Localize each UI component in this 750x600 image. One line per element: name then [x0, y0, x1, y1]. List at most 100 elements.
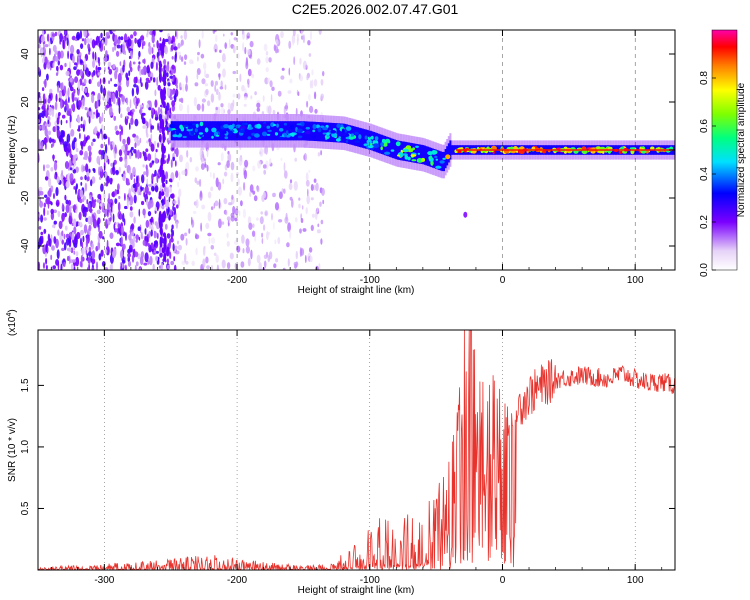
noise-speck — [91, 176, 96, 184]
noise-speck — [65, 233, 70, 239]
noise-speck — [102, 87, 107, 97]
signal-blob — [289, 124, 295, 130]
noise-speck — [274, 202, 280, 211]
signal-band — [247, 121, 250, 141]
noise-speck — [73, 89, 76, 94]
noise-speck — [256, 217, 259, 221]
noise-speck — [156, 205, 159, 212]
signal-band — [266, 121, 269, 141]
noise-speck — [133, 30, 137, 37]
noise-speck — [130, 231, 135, 237]
noise-speck — [69, 75, 73, 79]
noise-speck — [81, 247, 85, 256]
noise-speck — [139, 104, 144, 108]
noise-speck — [51, 245, 55, 251]
noise-speck — [308, 53, 312, 57]
noise-speck — [171, 100, 176, 107]
noise-speck — [117, 202, 121, 212]
signal-blob — [411, 159, 417, 162]
noise-speck — [185, 238, 188, 246]
noise-speck — [44, 194, 48, 198]
signal-band — [304, 121, 307, 141]
noise-speck — [48, 177, 52, 188]
noise-speck — [274, 239, 277, 245]
noise-speck — [152, 77, 156, 83]
noise-speck — [169, 96, 173, 101]
noise-speck — [60, 83, 63, 90]
signal-band — [408, 142, 410, 162]
noise-speck — [318, 263, 321, 270]
noise-speck — [168, 178, 173, 183]
noise-speck — [170, 159, 173, 168]
noise-speck — [195, 166, 199, 172]
signal-blob — [267, 129, 272, 132]
noise-speck — [212, 172, 215, 180]
noise-speck — [104, 267, 109, 270]
signal-band — [341, 123, 344, 143]
isolated-blob — [463, 211, 468, 218]
signal-blob — [350, 133, 355, 137]
noise-speck — [245, 238, 250, 247]
signal-band — [274, 121, 277, 141]
noise-speck — [197, 51, 200, 56]
signal-blob — [407, 156, 411, 161]
noise-speck — [129, 66, 133, 73]
noise-speck — [164, 45, 169, 55]
noise-speck — [144, 228, 147, 235]
noise-speck — [147, 153, 152, 161]
noise-speck — [98, 60, 101, 67]
noise-speck — [112, 166, 115, 173]
noise-speck — [49, 88, 53, 94]
signal-blob — [341, 128, 345, 133]
noise-speck — [80, 141, 84, 151]
noise-speck — [43, 44, 45, 54]
noise-speck — [148, 45, 153, 55]
noise-speck — [98, 99, 101, 107]
noise-speck — [259, 216, 264, 225]
noise-speck — [46, 59, 50, 70]
noise-speck — [240, 261, 245, 268]
noise-speck — [145, 167, 149, 178]
noise-speck — [215, 88, 219, 96]
noise-speck — [161, 169, 165, 179]
noise-speck — [114, 144, 117, 154]
noise-speck — [159, 63, 163, 68]
noise-speck — [215, 80, 218, 86]
noise-speck — [53, 220, 57, 225]
noise-speck — [152, 263, 155, 270]
signal-blob — [211, 135, 214, 139]
signal-blob — [270, 122, 275, 128]
noise-speck — [185, 260, 189, 265]
noise-speck — [57, 85, 60, 94]
noise-speck — [311, 69, 314, 76]
noise-speck — [42, 93, 46, 101]
noise-speck — [67, 142, 71, 153]
y-tick-label: 1.0 — [20, 440, 31, 454]
noise-speck — [135, 105, 137, 109]
noise-speck — [296, 37, 300, 42]
spectrogram-y-label: Frequency (Hz) — [7, 116, 18, 185]
noise-speck — [100, 249, 104, 257]
noise-speck — [38, 107, 41, 111]
noise-speck — [306, 75, 309, 81]
noise-speck — [101, 261, 106, 267]
noise-speck — [304, 255, 307, 263]
signal-blob — [312, 129, 316, 133]
noise-speck — [206, 148, 209, 158]
noise-speck — [210, 80, 214, 87]
noise-speck — [72, 169, 77, 174]
noise-speck — [79, 30, 83, 39]
noise-speck — [272, 192, 276, 198]
noise-speck — [137, 226, 141, 231]
noise-speck — [307, 188, 309, 197]
noise-speck — [240, 200, 243, 207]
noise-speck — [197, 56, 199, 62]
noise-speck — [88, 246, 92, 252]
noise-speck — [92, 59, 95, 68]
noise-speck — [100, 84, 103, 94]
noise-speck — [214, 200, 219, 207]
noise-speck — [230, 161, 235, 171]
signal-band — [228, 121, 230, 141]
noise-speck — [94, 51, 97, 61]
signal-band — [344, 123, 347, 144]
